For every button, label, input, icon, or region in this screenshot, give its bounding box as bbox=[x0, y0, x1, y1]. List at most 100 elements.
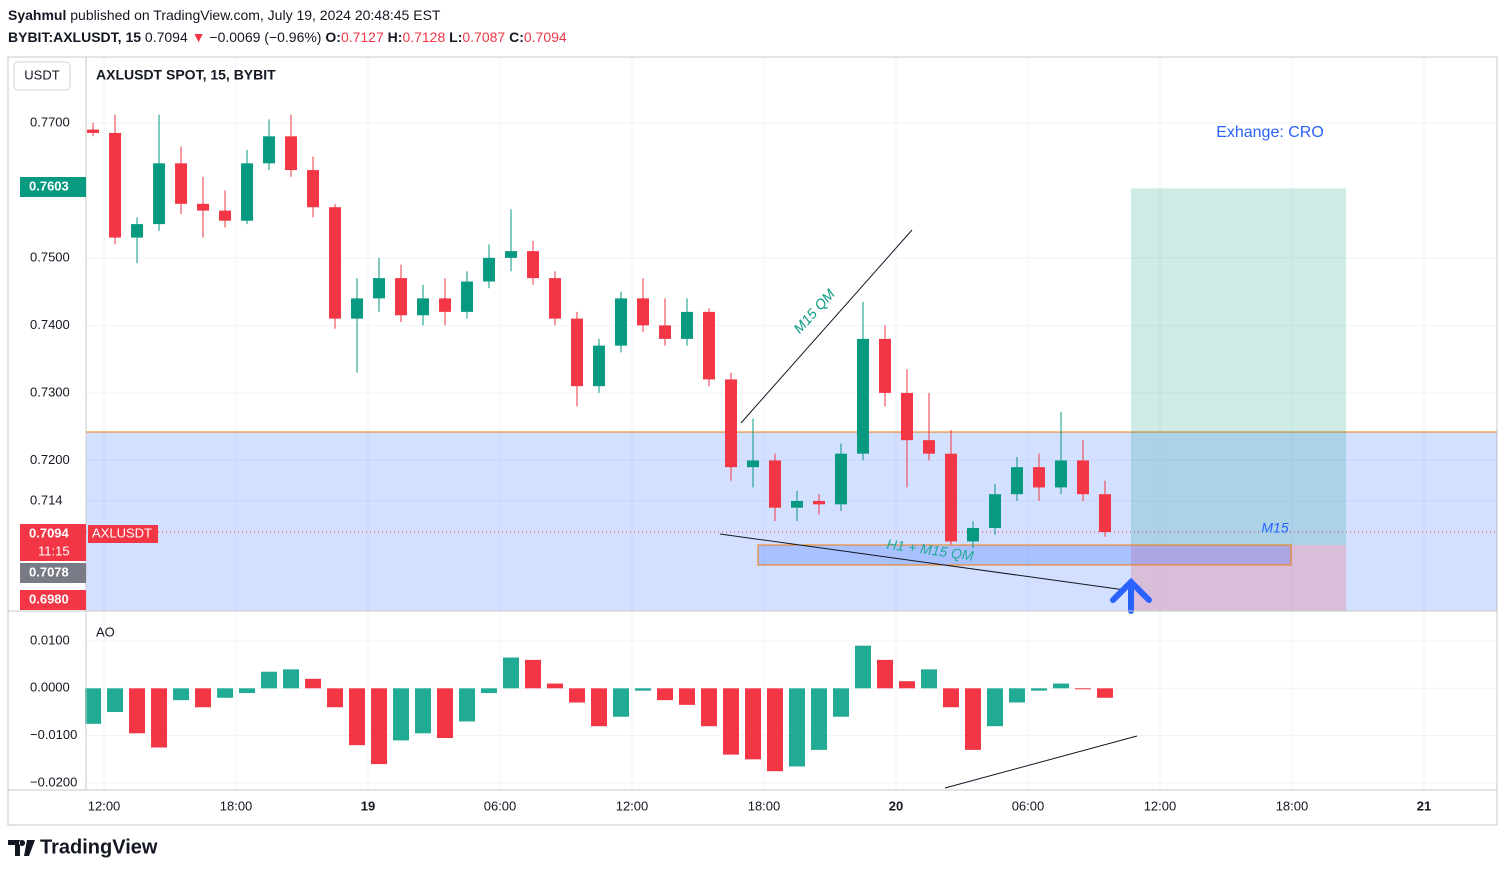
indicator-name: AO bbox=[96, 624, 115, 639]
ao-bar bbox=[942, 688, 959, 708]
ao-bar bbox=[701, 688, 718, 727]
ao-bar bbox=[810, 688, 827, 750]
candle-body bbox=[834, 453, 847, 505]
candle-body bbox=[527, 251, 540, 279]
annotation: M15 bbox=[1261, 520, 1288, 536]
candle-body bbox=[900, 392, 913, 441]
ao-bar bbox=[393, 688, 410, 741]
x-tick-label: 18:00 bbox=[1276, 798, 1309, 813]
price-marker-label: 0.7603 bbox=[29, 178, 69, 193]
ao-bar bbox=[283, 669, 300, 689]
ao-bar bbox=[481, 688, 498, 694]
candle-body bbox=[307, 170, 320, 208]
ao-bar bbox=[613, 688, 630, 717]
candle-body bbox=[439, 298, 452, 312]
ao-bar bbox=[876, 659, 893, 689]
candle-body bbox=[219, 210, 232, 221]
y-tick-label: 0.7300 bbox=[30, 384, 70, 399]
ao-bar bbox=[459, 688, 476, 722]
ao-bar bbox=[195, 688, 212, 708]
candle-body bbox=[812, 500, 825, 505]
symbol-tag bbox=[88, 525, 158, 543]
candle-body bbox=[856, 338, 869, 454]
candle-body bbox=[395, 278, 408, 316]
currency: USDT bbox=[24, 67, 59, 82]
ao-bar bbox=[1030, 688, 1047, 691]
header-line: Syahmul published on TradingView.com, Ju… bbox=[8, 7, 441, 23]
ao-bar bbox=[239, 688, 256, 694]
y-tick-label: −0.0100 bbox=[30, 727, 77, 742]
y-tick-label: 0.7200 bbox=[30, 452, 70, 467]
candle-body bbox=[505, 251, 518, 258]
ao-bar bbox=[85, 688, 102, 724]
candle-body bbox=[593, 345, 606, 387]
currency-box bbox=[13, 61, 71, 91]
candle-body bbox=[747, 460, 760, 468]
candle-body bbox=[988, 494, 1001, 528]
candle-body bbox=[615, 298, 628, 346]
ao-bar bbox=[986, 688, 1003, 727]
candle-body bbox=[637, 298, 650, 326]
candle-body bbox=[769, 460, 782, 508]
x-tick-label: 12:00 bbox=[1144, 798, 1177, 813]
change: −0.0069 (−0.96%) bbox=[209, 29, 321, 45]
ao-bar bbox=[151, 688, 168, 748]
ao-bar bbox=[547, 683, 564, 689]
c-label: C: bbox=[509, 29, 524, 45]
m15-box bbox=[757, 544, 1292, 566]
price-marker-label: 0.6980 bbox=[29, 591, 69, 606]
candle-body bbox=[329, 207, 342, 319]
price-marker bbox=[20, 524, 86, 544]
c: 0.7094 bbox=[524, 29, 567, 45]
last: 0.7094 bbox=[145, 29, 188, 45]
candle-body bbox=[373, 278, 386, 299]
ao-bar bbox=[173, 688, 190, 701]
author: Syahmul bbox=[8, 7, 66, 23]
candle-body bbox=[944, 453, 957, 542]
candle-body bbox=[87, 129, 100, 133]
ao-bar bbox=[107, 688, 124, 712]
candle-body bbox=[659, 325, 672, 339]
up-arrow bbox=[1110, 577, 1152, 614]
ao-bar bbox=[745, 688, 762, 760]
chart-title: AXLUSDT SPOT, 15, BYBIT bbox=[96, 67, 276, 83]
candle-body bbox=[571, 318, 584, 387]
x-tick-label: 06:00 bbox=[484, 798, 517, 813]
candle-body bbox=[417, 298, 430, 316]
candle-body bbox=[483, 257, 496, 282]
ao-bar bbox=[1008, 688, 1025, 703]
x-tick-label: 21 bbox=[1417, 798, 1431, 813]
l-label: L: bbox=[449, 29, 462, 45]
o-label: O: bbox=[325, 29, 341, 45]
ao-bar bbox=[1096, 688, 1113, 698]
y-tick-label: 0.714 bbox=[30, 492, 63, 507]
h: 0.7128 bbox=[402, 29, 445, 45]
y-tick-label: 0.7500 bbox=[30, 249, 70, 264]
candle-body bbox=[241, 163, 254, 221]
candle-body bbox=[1054, 460, 1067, 488]
ao-bar bbox=[305, 678, 322, 689]
y-tick-label: 0.0000 bbox=[30, 680, 70, 695]
price-marker bbox=[20, 590, 86, 610]
x-tick-label: 18:00 bbox=[748, 798, 781, 813]
brand: TradingView bbox=[40, 836, 158, 858]
price-marker-label: 0.7094 bbox=[29, 525, 70, 540]
annotation: Exhange: CRO bbox=[1216, 124, 1324, 141]
trend-line bbox=[740, 229, 913, 424]
price-marker bbox=[20, 177, 86, 197]
x-tick-label: 06:00 bbox=[1012, 798, 1045, 813]
quote-line: BYBIT:AXLUSDT, 15 0.7094 ▼ −0.0069 (−0.9… bbox=[8, 29, 567, 45]
candle-body bbox=[263, 136, 276, 164]
trend-line bbox=[719, 533, 1126, 591]
ao-bar bbox=[788, 688, 805, 767]
ao-bar bbox=[217, 688, 234, 698]
candle-body bbox=[681, 311, 694, 339]
candle-body bbox=[109, 132, 122, 238]
ao-bar bbox=[679, 688, 696, 705]
arrow: ▼ bbox=[192, 29, 206, 45]
candle-body bbox=[703, 311, 716, 380]
ao-bar bbox=[920, 669, 937, 689]
x-tick-label: 12:00 bbox=[616, 798, 649, 813]
ao-bar bbox=[635, 688, 652, 691]
